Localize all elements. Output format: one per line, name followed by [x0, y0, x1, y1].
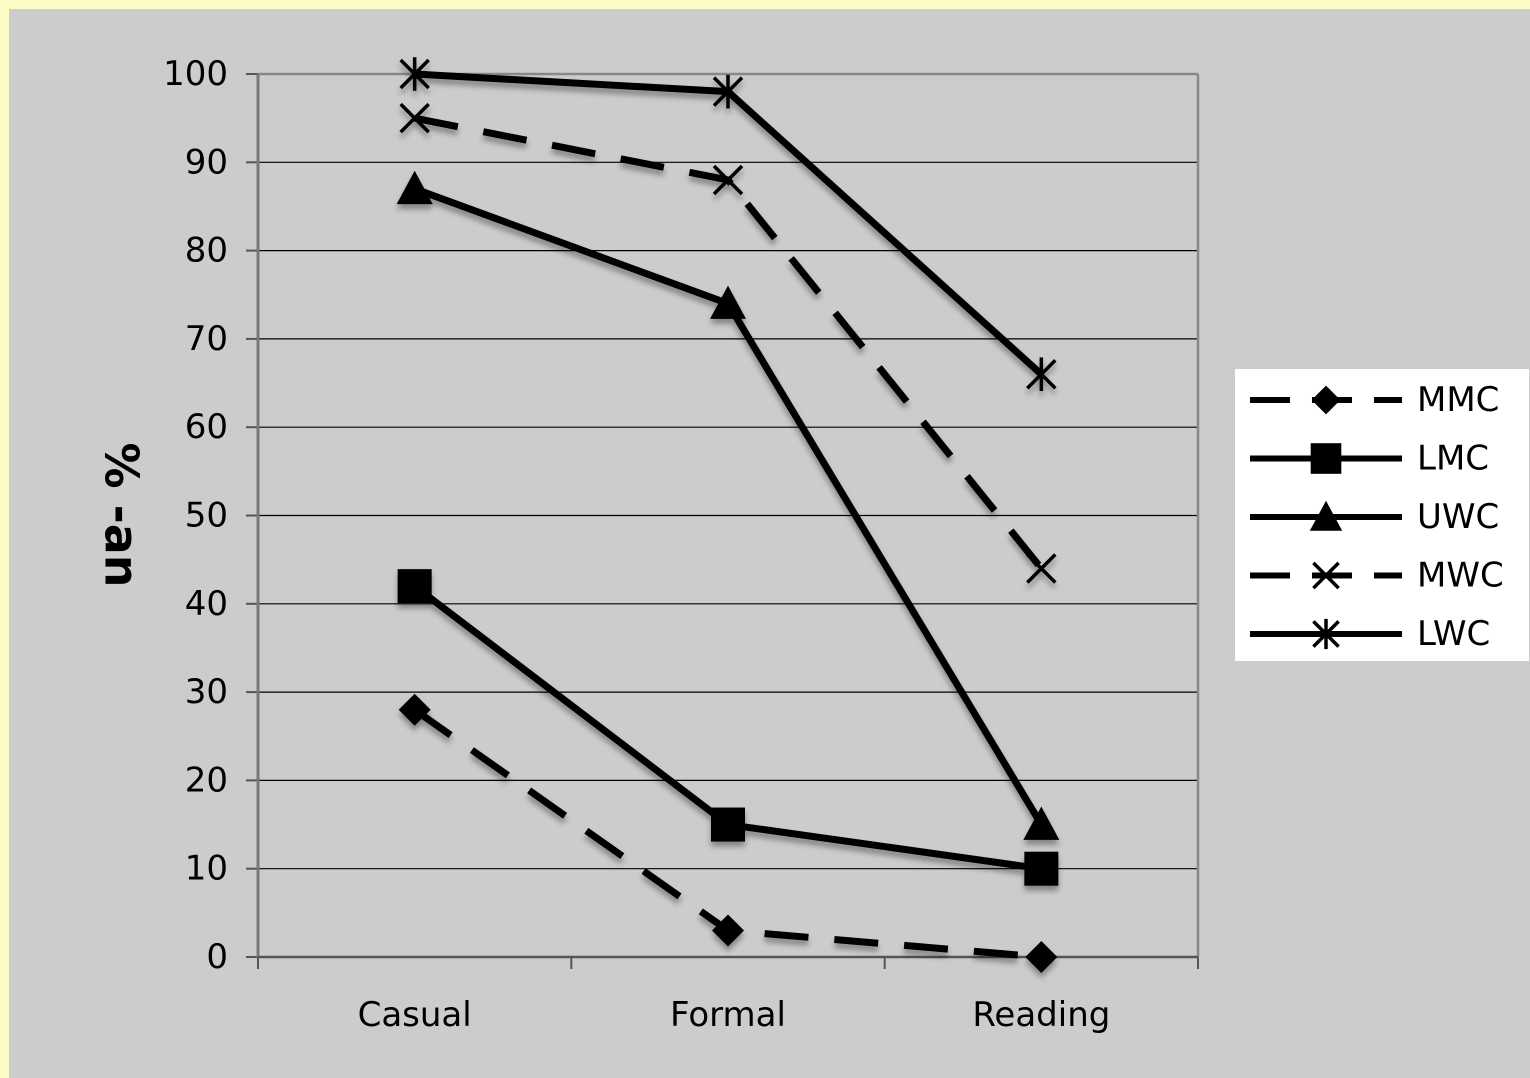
axes: 0 10 20 30 40 50 60 70 80 90 100 Casual Formal Readin… — [163, 54, 1200, 1035]
legend-label: MMC — [1417, 380, 1499, 420]
data-point-star — [1026, 357, 1057, 392]
legend-item-lmc: LMC — [1250, 439, 1489, 479]
series-lwc — [399, 57, 1057, 392]
data-point-x — [399, 102, 430, 134]
legend-item-mmc: MMC — [1250, 380, 1499, 420]
data-point-diamond — [1025, 941, 1058, 973]
legend: MMC LMC UWC MWC LWC — [1235, 369, 1529, 661]
data-point-triangle — [710, 285, 746, 319]
data-point-square — [397, 569, 432, 604]
y-axis-label: % -an — [95, 443, 149, 588]
data-point-diamond — [712, 914, 744, 947]
legend-item-uwc: UWC — [1250, 497, 1499, 537]
y-tick-label: 90 — [185, 142, 228, 182]
data-point-triangle — [396, 170, 433, 205]
legend-label: MWC — [1417, 556, 1504, 596]
y-tick-label: 30 — [185, 672, 228, 712]
series-line-uwc — [413, 185, 1045, 827]
series-mwc — [399, 102, 1057, 584]
data-point-star — [712, 74, 744, 109]
data-point-square — [1024, 851, 1059, 886]
series-lmc — [397, 569, 1059, 886]
x-tick-label: Casual — [358, 995, 472, 1035]
data-point-x — [712, 164, 744, 196]
y-tick-label: 40 — [185, 584, 228, 624]
y-tick-label: 50 — [185, 496, 228, 536]
legend-label: UWC — [1417, 497, 1499, 537]
data-point-triangle — [1023, 806, 1060, 840]
data-point-square — [711, 807, 745, 842]
series-line-mwc — [413, 114, 1045, 571]
legend-label: LWC — [1417, 614, 1490, 654]
y-tick-label: 100 — [163, 54, 228, 94]
data-point-diamond — [1311, 385, 1341, 415]
series-layer — [396, 57, 1060, 973]
data-point-x — [1312, 561, 1340, 590]
data-point-star — [399, 57, 430, 91]
x-tick-label: Formal — [670, 995, 786, 1035]
legend-item-mwc: MWC — [1250, 556, 1504, 596]
data-point-diamond — [398, 693, 431, 726]
data-point-triangle — [1309, 500, 1343, 531]
gridlines — [258, 73, 1198, 870]
series-uwc — [396, 170, 1060, 840]
data-point-star — [1312, 618, 1340, 650]
legend-item-lwc: LWC — [1250, 614, 1490, 654]
y-tick-label: 10 — [185, 849, 228, 889]
data-point-x — [1026, 553, 1057, 584]
x-tick-label: Reading — [972, 995, 1110, 1035]
y-tick-label: 80 — [185, 231, 228, 271]
y-tick-label: 60 — [185, 407, 228, 447]
y-tick-label: 70 — [185, 319, 228, 359]
series-mmc — [398, 693, 1058, 973]
data-point-square — [1310, 443, 1342, 474]
y-tick-label: 0 — [206, 937, 228, 977]
y-tick-label: 20 — [185, 760, 228, 800]
legend-label: LMC — [1417, 439, 1489, 479]
